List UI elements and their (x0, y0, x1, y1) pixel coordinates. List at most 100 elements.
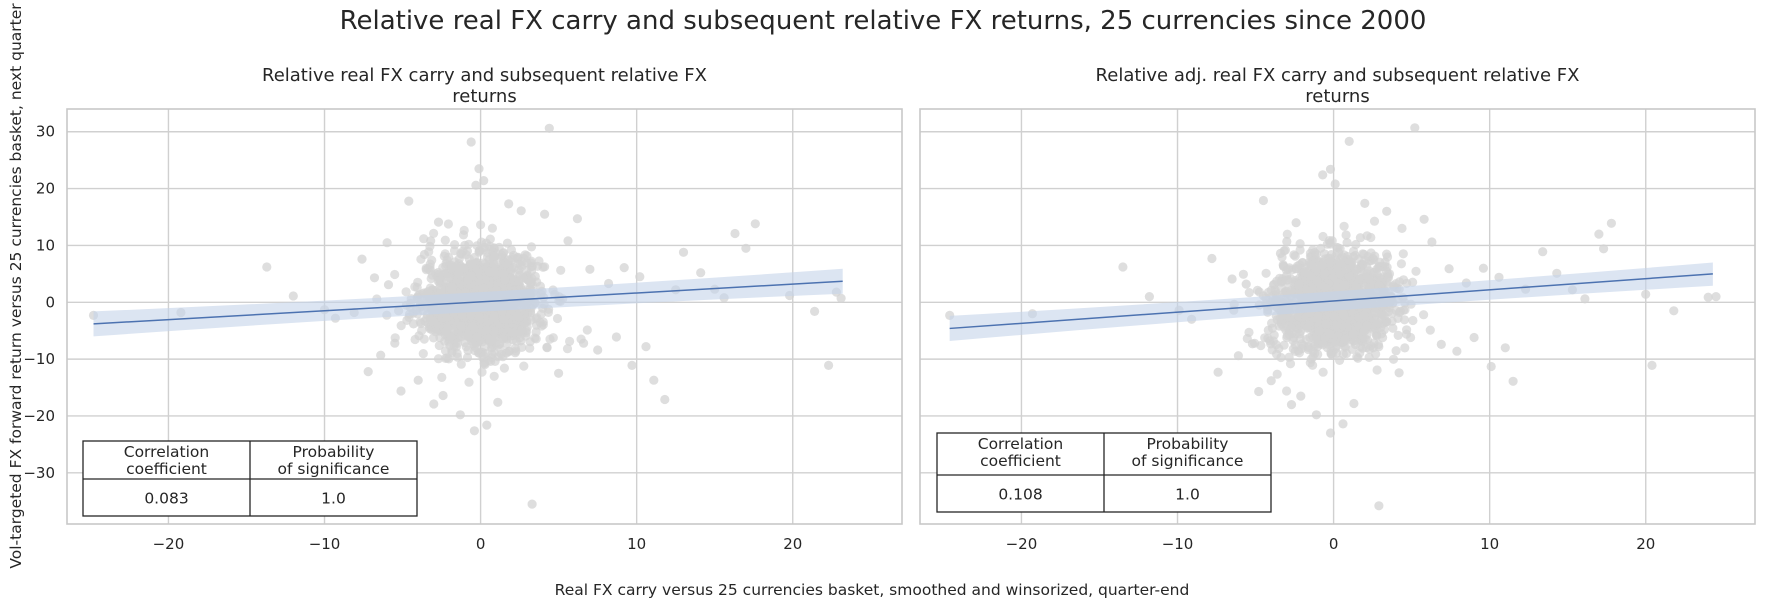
y-tick-label: 20 (36, 180, 55, 198)
scatter-point (1669, 306, 1679, 316)
scatter-point (1344, 136, 1354, 146)
scatter-point (1238, 269, 1248, 279)
scatter-point (519, 318, 530, 328)
scatter-point (525, 343, 535, 353)
scatter-point (474, 164, 484, 174)
scatter-point (504, 255, 514, 265)
scatter-point (515, 260, 525, 270)
scatter-point (1295, 245, 1305, 255)
scatter-point (1329, 311, 1339, 321)
scatter-point (1374, 501, 1384, 511)
scatter-point (1319, 268, 1329, 278)
scatter-point (1599, 244, 1609, 254)
scatter-point (1348, 252, 1359, 262)
table-value-cell: 0.083 (144, 490, 188, 508)
scatter-point (479, 359, 489, 369)
scatter-point (1318, 231, 1328, 242)
x-tick-label: −10 (1162, 535, 1194, 553)
scatter-point (1419, 214, 1429, 224)
scatter-point (1290, 251, 1300, 261)
scatter-point (418, 349, 428, 359)
scatter-point (526, 277, 536, 287)
scatter-point (489, 260, 499, 270)
plot-frame (919, 108, 1756, 525)
scatter-point (514, 268, 524, 278)
scatter-point (1318, 170, 1328, 180)
scatter-point (419, 234, 429, 244)
subplot-title: returns (1305, 86, 1369, 107)
scatter-point (1452, 346, 1462, 356)
scatter-point (540, 262, 550, 272)
scatter-point (544, 123, 554, 133)
x-tick-label: −20 (1006, 535, 1038, 553)
scatter-point (1370, 307, 1380, 317)
scatter-point (478, 283, 489, 293)
scatter-point (369, 273, 380, 283)
table-value-cell: 0.108 (998, 486, 1042, 504)
scatter-point (425, 314, 435, 324)
scatter-point (419, 249, 429, 260)
scatter-point (425, 259, 435, 269)
scatter-point (1362, 320, 1372, 331)
scatter-point (447, 286, 457, 296)
scatter-point (1294, 279, 1304, 290)
scatter-point (489, 311, 499, 321)
scatter-point (1351, 282, 1361, 292)
scatter-point (426, 273, 436, 284)
table-header-cell: coefficient (126, 460, 207, 478)
scatter-point (1321, 319, 1331, 329)
scatter-point (1352, 352, 1362, 362)
scatter-point (1258, 195, 1268, 206)
scatter-point (562, 344, 573, 354)
scatter-point (452, 352, 463, 362)
scatter-point (441, 326, 451, 336)
scatter-point (1241, 279, 1251, 289)
scatter-point (357, 254, 367, 264)
scatter-point (514, 276, 524, 286)
scatter-point (506, 245, 516, 255)
scatter-point (1275, 248, 1286, 258)
scatter-point (741, 243, 751, 253)
scatter-point (1388, 323, 1398, 333)
scatter-point (1144, 292, 1154, 302)
scatter-point (442, 353, 452, 363)
panels: −20 −10 0 10 20 −30 −20 −10 0 10 20 30 Relative real… (23, 65, 1756, 553)
scatter-point (526, 242, 537, 252)
scatter-point (1266, 376, 1276, 386)
scatter-point (474, 312, 484, 322)
scatter-point (1383, 272, 1394, 283)
x-tick-label: 10 (1480, 535, 1499, 553)
scatter-point (1402, 278, 1412, 288)
panel-1: −20 −10 0 10 20 −30 −20 −10 0 10 20 30 Relative real… (23, 65, 903, 553)
scatter-point (1411, 266, 1421, 276)
scatter-point (1261, 268, 1271, 278)
scatter-point (1270, 285, 1280, 295)
scatter-point (1244, 288, 1254, 298)
scatter-point (1318, 367, 1328, 377)
scatter-point (396, 321, 406, 331)
scatter-point (1364, 274, 1374, 284)
scatter-point (502, 238, 512, 248)
scatter-point (487, 223, 497, 233)
scatter-point (1359, 310, 1369, 320)
scatter-point (1339, 280, 1350, 290)
scatter-point (479, 351, 489, 362)
scatter-point (552, 313, 563, 324)
scatter-point (490, 252, 500, 262)
scatter-point (1341, 230, 1351, 240)
scatter-point (426, 236, 436, 246)
scatter-point (410, 334, 420, 345)
scatter-point (442, 312, 452, 322)
scatter-point (498, 334, 508, 344)
scatter-point (376, 350, 386, 360)
scatter-point (556, 265, 566, 275)
scatter-point (1295, 239, 1305, 249)
scatter-point (1207, 253, 1217, 264)
scatter-point (440, 235, 450, 245)
scatter-point (433, 354, 444, 364)
panel-2: −20 −10 0 10 20 Relative adj. real FX carry a… (919, 65, 1756, 553)
scatter-point (538, 320, 548, 330)
scatter-point (1267, 323, 1278, 333)
